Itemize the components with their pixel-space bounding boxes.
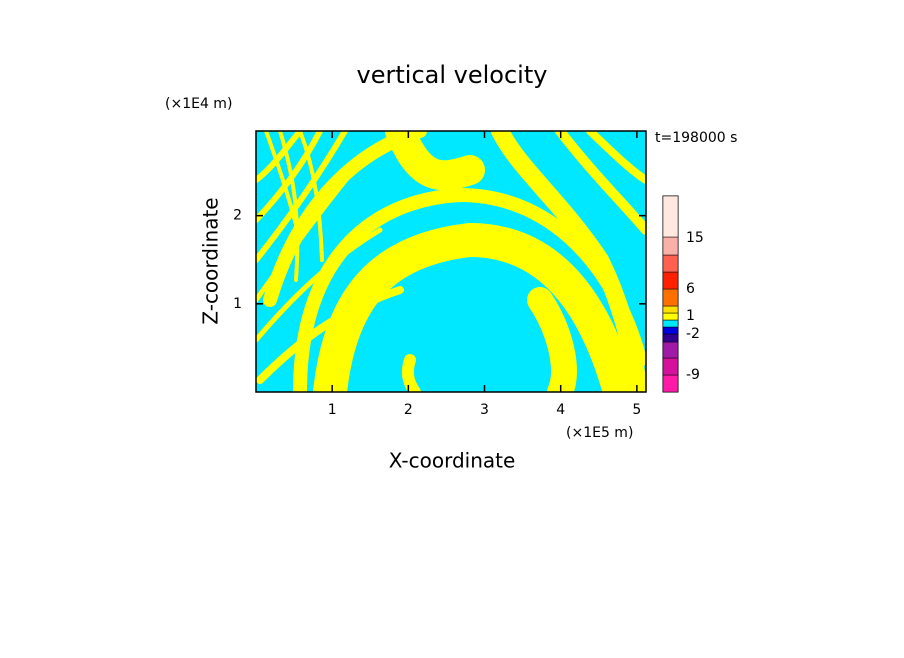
contour-field bbox=[256, 131, 646, 392]
colorbar-band bbox=[662, 195, 679, 238]
x-tick-label: 5 bbox=[632, 402, 641, 418]
y-tick-label: 2 bbox=[233, 208, 242, 224]
colorbar-tick-label: -9 bbox=[686, 367, 700, 383]
colorbar-tick-label: -2 bbox=[686, 326, 700, 342]
colorbar-band bbox=[662, 271, 679, 290]
colorbar-band bbox=[662, 288, 679, 307]
y-tick-label: 1 bbox=[233, 296, 242, 312]
y-unit: (×1E4 m) bbox=[165, 96, 232, 112]
chart-title: vertical velocity bbox=[357, 61, 548, 89]
x-tick-label: 1 bbox=[328, 402, 337, 418]
plot-frame bbox=[255, 130, 647, 393]
colorbar-tick-label: 15 bbox=[686, 230, 704, 246]
colorbar-band bbox=[662, 374, 679, 393]
x-tick-label: 2 bbox=[404, 402, 413, 418]
x-axis-label: X-coordinate bbox=[389, 449, 516, 473]
y-axis-label: Z-coordinate bbox=[199, 197, 223, 324]
field-bands bbox=[256, 131, 646, 392]
colorbar-band bbox=[662, 254, 679, 273]
colorbar-band bbox=[662, 236, 679, 256]
colorbar-band bbox=[662, 319, 679, 328]
x-unit: (×1E5 m) bbox=[566, 425, 633, 441]
colorbar-tick-label: 6 bbox=[686, 281, 695, 297]
x-tick-label: 4 bbox=[556, 402, 565, 418]
colorbar-band bbox=[662, 357, 679, 376]
x-tick-label: 3 bbox=[480, 402, 489, 418]
colorbar-band bbox=[662, 341, 679, 359]
colorbar-band bbox=[662, 305, 679, 314]
time-annotation: t=198000 s bbox=[655, 130, 737, 146]
colorbar-band bbox=[662, 326, 679, 335]
colorbar-tick-label: 1 bbox=[686, 308, 695, 324]
colorbar-band bbox=[662, 312, 679, 321]
colorbar-band bbox=[662, 333, 679, 343]
